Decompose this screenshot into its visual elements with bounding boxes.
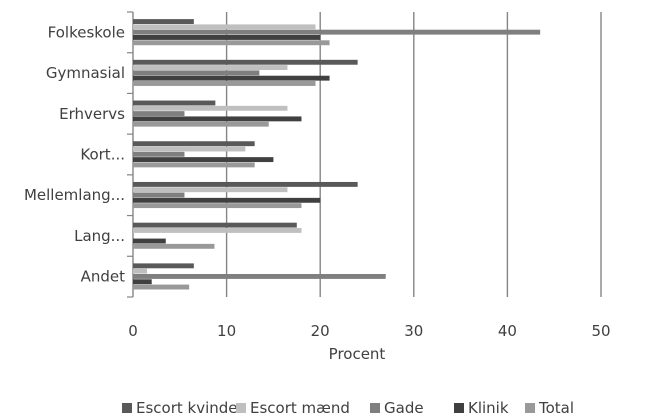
bar-total-mellemlang	[133, 203, 302, 209]
bar-total-folkeskole	[133, 40, 330, 46]
bar-escort-mænd-gymnasial	[133, 65, 288, 71]
bar-klinik-folkeskole	[133, 35, 321, 40]
bar-escort-kvinder-andet	[133, 263, 194, 269]
bar-total-andet	[133, 284, 190, 290]
bar-gade-erhvervs	[133, 111, 185, 117]
bar-gade-kort	[133, 151, 185, 157]
bar-klinik-gymnasial	[133, 75, 330, 81]
bar-gade-gymnasial	[133, 70, 260, 76]
category-labels: Folkeskole Gymnasial Erhvervs Kort... Mellem…	[24, 23, 125, 285]
bar-total-erhvervs	[133, 121, 269, 127]
category-label-erhvervs: Erhvervs	[59, 105, 125, 123]
bar-klinik-erhvervs	[133, 116, 302, 122]
category-label-lang: Lang...	[74, 227, 125, 245]
x-tick-label-40: 40	[498, 322, 517, 340]
bar-escort-mænd-kort	[133, 146, 246, 152]
legend-label-escort-mænd: Escort mænd	[250, 399, 350, 417]
x-tick-label-30: 30	[404, 322, 423, 340]
legend-swatch-klinik	[454, 403, 464, 413]
bars	[133, 19, 541, 290]
bar-total-lang	[133, 243, 215, 249]
x-tick-label-50: 50	[591, 322, 610, 340]
bar-escort-kvinder-kort	[133, 141, 255, 147]
legend-label-gade: Gade	[384, 399, 424, 417]
legend-item-klinik: Klinik	[454, 399, 509, 417]
category-label-mellemlang: Mellemlang...	[24, 186, 125, 204]
category-label-gymnasial: Gymnasial	[46, 64, 125, 82]
bar-escort-mænd-erhvervs	[133, 105, 288, 111]
bar-escort-kvinder-erhvervs	[133, 100, 216, 106]
bar-gade-andet	[133, 273, 386, 279]
bar-escort-mænd-folkeskole	[133, 24, 316, 30]
bar-klinik-andet	[133, 279, 152, 285]
legend-item-escort-mænd: Escort mænd	[236, 399, 350, 417]
bar-escort-mænd-andet	[133, 268, 148, 274]
legend: Escort kvinder Escort mænd Gade Klinik Total	[122, 399, 574, 417]
bar-klinik-kort	[133, 157, 274, 163]
bar-gade-mellemlang	[133, 192, 185, 198]
gridlines	[127, 11, 602, 298]
bar-gade-folkeskole	[133, 29, 541, 35]
bar-total-gymnasial	[133, 81, 316, 86]
legend-swatch-gade	[370, 403, 380, 413]
category-label-kort: Kort...	[80, 146, 125, 164]
legend-item-gade: Gade	[370, 399, 424, 417]
bar-escort-mænd-mellemlang	[133, 187, 288, 193]
bar-escort-kvinder-folkeskole	[133, 19, 194, 25]
legend-swatch-escort-kvinder	[122, 403, 132, 413]
x-tick-labels: 0 10 20 30 40 50	[128, 322, 610, 340]
bar-klinik-mellemlang	[133, 197, 321, 203]
category-label-andet: Andet	[81, 268, 126, 286]
x-tick-label-20: 20	[311, 322, 330, 340]
bar-total-kort	[133, 162, 255, 168]
x-tick-label-0: 0	[128, 322, 138, 340]
bar-escort-kvinder-mellemlang	[133, 181, 358, 187]
legend-item-escort-kvinder: Escort kvinder	[122, 399, 245, 417]
bar-klinik-lang	[133, 238, 166, 244]
bar-escort-kvinder-lang	[133, 222, 297, 228]
x-axis-title: Procent	[329, 345, 386, 363]
legend-item-total: Total	[525, 399, 574, 417]
legend-swatch-total	[525, 403, 535, 413]
legend-label-klinik: Klinik	[468, 399, 509, 417]
x-tick-label-10: 10	[217, 322, 236, 340]
bar-escort-kvinder-gymnasial	[133, 59, 358, 65]
legend-swatch-escort-mænd	[236, 403, 246, 413]
category-label-folkeskole: Folkeskole	[48, 23, 125, 41]
legend-label-total: Total	[538, 399, 574, 417]
bar-escort-mænd-lang	[133, 227, 302, 233]
legend-label-escort-kvinder: Escort kvinder	[136, 399, 245, 417]
